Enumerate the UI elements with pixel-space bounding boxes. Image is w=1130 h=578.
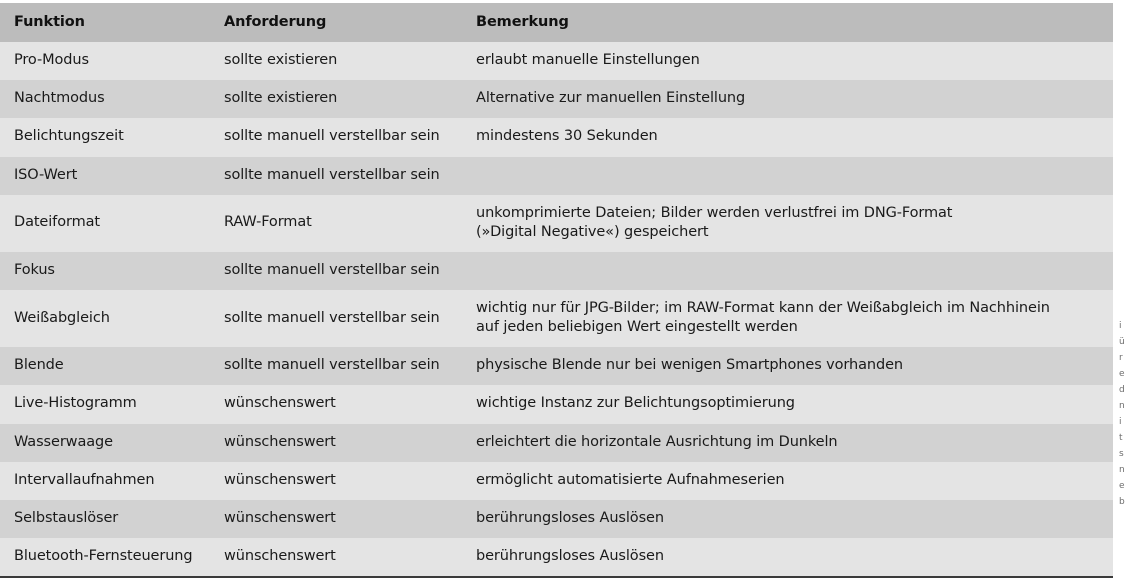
cell-bemerkung: wichtige Instanz zur Belichtungsoptimier… — [476, 385, 1113, 423]
cell-funktion: Intervallaufnahmen — [14, 471, 155, 488]
cell-bemerkung: ermöglicht automatisierte Aufnahmeserien — [476, 462, 1113, 500]
table-row: Dateiformat RAW-Format unkomprimierte Date… — [0, 194, 1113, 252]
feature-requirements-table: Funktion Anforderung Bemerkung Pro-Modus… — [0, 3, 1113, 578]
cell-bemerkung: erleichtert die horizontale Ausrichtung … — [476, 424, 1113, 462]
cell-bemerkung-line-1: unkomprimierte Dateien; Bilder werden ve… — [476, 204, 953, 221]
cell-bemerkung-line-1: erleichtert die horizontale Ausrichtung … — [476, 433, 838, 450]
table-row: Belichtungszeit sollte manuell verstellba… — [0, 118, 1113, 157]
cell-bemerkung: Alternative zur manuellen Einstellung — [476, 80, 1113, 118]
table-row: Intervallaufnahmen wünschenswert ermöglich… — [0, 461, 1113, 500]
table-row: ISO-Wert sollte manuell verstellbar sein — [0, 156, 1113, 195]
cell-bemerkung-line-1: wichtig nur für JPG-Bilder; im RAW-Forma… — [476, 300, 1050, 316]
cell-bemerkung: unkomprimierte Dateien; Bilder werden ve… — [476, 195, 1113, 252]
cell-bemerkung: berührungsloses Auslösen — [476, 500, 1113, 538]
table-row: Nachtmodus sollte existieren Alternative z… — [0, 80, 1113, 119]
cell-anforderung: RAW-Format — [224, 214, 312, 231]
cell-bemerkung — [476, 157, 1113, 195]
cell-funktion: ISO-Wert — [14, 166, 78, 183]
cell-anforderung: sollte existieren — [224, 52, 338, 69]
cell-bemerkung-line-1: ermöglicht automatisierte Aufnahmeserien — [476, 471, 785, 488]
cell-anforderung: wünschenswert — [224, 395, 336, 412]
cell-funktion: Fokus — [14, 261, 55, 278]
cell-anforderung: sollte manuell verstellbar sein — [224, 166, 440, 183]
cell-funktion: Nachtmodus — [14, 90, 105, 107]
table-row: Live-Histogramm wünschenswert wichtige Ins… — [0, 385, 1113, 424]
cell-anforderung: sollte manuell verstellbar sein — [224, 128, 440, 145]
table-row: Fokus sollte manuell verstellbar sein — [0, 251, 1113, 290]
cell-funktion: Blende — [14, 357, 64, 374]
table-row: Blende sollte manuell verstellbar sein phy… — [0, 347, 1113, 386]
table-body: Pro-Modus sollte existieren erlaubt manuel… — [0, 42, 1113, 577]
cell-funktion: Pro-Modus — [14, 52, 89, 69]
table-header: Funktion Anforderung Bemerkung — [0, 3, 1113, 43]
cell-bemerkung-line-1: mindestens 30 Sekunden — [476, 128, 658, 145]
cell-bemerkung-line-1: Alternative zur manuellen Einstellung — [476, 90, 746, 107]
cell-bemerkung-line-2: auf jeden beliebigen Wert eingestellt we… — [476, 319, 798, 336]
cell-bemerkung-line-1: berührungsloses Auslösen — [476, 547, 664, 564]
cell-funktion: Selbstauslöser — [14, 509, 119, 526]
table-row: Wasserwaage wünschenswert erleichtert die … — [0, 423, 1113, 462]
cell-funktion: Live-Histogramm — [14, 395, 137, 412]
column-header-anforderung: Anforderung — [224, 14, 327, 30]
column-header-funktion: Funktion — [14, 14, 85, 30]
cell-bemerkung-line-1: wichtige Instanz zur Belichtungsoptimier… — [476, 395, 795, 412]
cell-bemerkung: berührungsloses Auslösen — [476, 538, 1113, 577]
cell-anforderung: wünschenswert — [224, 547, 336, 564]
cell-bemerkung-line-1: erlaubt manuelle Einstellungen — [476, 52, 700, 69]
table-row: Pro-Modus sollte existieren erlaubt manuel… — [0, 42, 1113, 81]
cell-bemerkung: wichtig nur für JPG-Bilder; im RAW-Forma… — [476, 290, 1113, 347]
cell-funktion: Wasserwaage — [14, 433, 113, 450]
cell-funktion: Bluetooth-Fernsteuerung — [14, 547, 193, 564]
table-header-row: Funktion Anforderung Bemerkung — [0, 3, 1113, 43]
column-header-bemerkung: Bemerkung — [476, 14, 569, 30]
table-row: Bluetooth-Fernsteuerung wünschenswert berü… — [0, 537, 1113, 577]
cell-bemerkung-line-1: berührungsloses Auslösen — [476, 509, 664, 526]
cell-anforderung: sollte existieren — [224, 90, 338, 107]
cell-funktion: Weißabgleich — [14, 309, 110, 326]
cell-anforderung: sollte manuell verstellbar sein — [224, 261, 440, 278]
cell-anforderung: wünschenswert — [224, 471, 336, 488]
cell-bemerkung: erlaubt manuelle Einstellungen — [476, 42, 1113, 80]
cell-bemerkung: mindestens 30 Sekunden — [476, 118, 1113, 156]
spec-table-container: Funktion Anforderung Bemerkung Pro-Modus… — [0, 3, 1113, 578]
table-row: Weißabgleich sollte manuell verstellbar s… — [0, 290, 1113, 348]
cell-bemerkung-line-2: (»Digital Negative«) gespeichert — [476, 223, 709, 240]
cell-anforderung: sollte manuell verstellbar sein — [224, 309, 440, 326]
cell-bemerkung-line-1: physische Blende nur bei wenigen Smartph… — [476, 357, 904, 374]
cell-bemerkung: physische Blende nur bei wenigen Smartph… — [476, 347, 1113, 385]
cell-bemerkung — [476, 252, 1113, 290]
cell-anforderung: wünschenswert — [224, 509, 336, 526]
cell-anforderung: wünschenswert — [224, 433, 336, 450]
cell-anforderung: sollte manuell verstellbar sein — [224, 357, 440, 374]
table-row: Selbstauslöser wünschenswert berührungslos… — [0, 499, 1113, 538]
cell-funktion: Belichtungszeit — [14, 128, 124, 145]
cell-funktion: Dateiformat — [14, 214, 100, 231]
